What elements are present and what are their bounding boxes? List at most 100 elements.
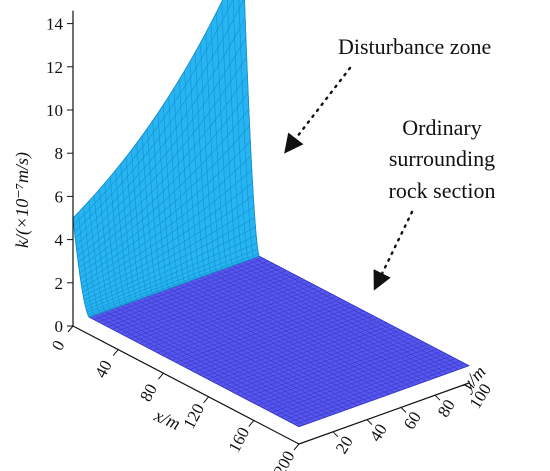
y-tick-mark [366,419,373,425]
ordinary-section-pointer [373,210,414,291]
floor-grid-line [147,295,358,407]
wall-grid-line [88,253,259,317]
x-axis-label: x/m [151,405,184,434]
x-tick-mark [293,443,300,451]
floor-grid-line [131,301,342,412]
z-axis-label: k/(×10⁻⁷m/s) [12,152,33,248]
floor-grid-line [205,274,417,386]
y-tick-label: 20 [332,433,357,457]
wall-grid-line [76,56,247,251]
z-tick-label: 2 [55,274,64,293]
floor-grid-line [179,284,390,395]
wall-grid-line [86,242,258,313]
z-tick-label: 6 [55,187,64,206]
z-tick-label: 4 [55,231,64,250]
wall-grid-line [86,235,257,310]
floor-grid-line [126,303,337,414]
ordinary-section-annotation-line-3: rock section [389,178,496,203]
wall-grid-line [75,37,247,245]
z-tick-group: 0 2 4 6 8 10 12 14 [46,15,73,336]
x-tick-label: 120 [179,401,208,432]
x-tick-mark [112,349,119,356]
wall-grid-line [84,217,255,304]
floor-grid-line [216,271,427,382]
z-tick-label: 0 [55,317,64,336]
x-tick-label: 200 [270,448,299,471]
floor-grid-line [189,280,401,391]
y-tick-label: 60 [400,408,425,432]
floor-grid-line [99,313,310,424]
floor-grid-line [158,292,369,403]
floor-grid-line [200,276,411,387]
wall-grid-line [79,125,250,274]
floor-grid-line [174,286,385,397]
y-tick-mark [468,382,475,389]
floor-grid-line [115,307,326,418]
floor-grid-line [120,305,332,416]
wall-grid-line [77,92,249,263]
floor-grid-line [232,265,443,376]
wall-grid-line [82,182,253,293]
z-tick-label: 12 [46,58,63,77]
wall-grid-line [73,0,234,226]
floor-grid-line [195,278,406,389]
x-axis-line [72,325,300,445]
wall-grid-line [74,0,244,232]
floor-grid-line [184,282,395,393]
floor-grid-line [259,255,470,366]
floor-grid-line [142,297,353,408]
floor-grid-line [248,259,459,370]
wall-grid-line [89,255,260,318]
wall-grid-line [83,206,255,301]
x-tick-mark [248,420,255,427]
floor-grid-line [89,316,300,427]
wall-grid-line [75,18,246,239]
wall-grid-line [78,109,250,269]
ordinary-section-grid [89,255,470,428]
floor-grid-line [110,309,321,420]
floor-grid-line [168,288,379,399]
z-tick-label: 8 [55,144,64,163]
y-tick-mark [400,407,407,413]
floor-grid-line [221,269,432,380]
ordinary-section-annotation-line-2: surrounding [389,146,495,171]
x-tick-label: 160 [225,424,254,455]
y-tick-label: 40 [366,420,391,444]
ordinary-section-annotation-line-1: Ordinary [402,115,481,140]
x-tick-mark [67,325,74,333]
x-tick-mark [158,372,164,380]
wall-grid-line [80,155,252,284]
disturbance-zone-grid [72,0,260,318]
z-tick-label: 14 [46,15,64,34]
z-tick-label: 10 [46,101,63,120]
y-tick-mark [332,431,339,438]
x-tick-mark [203,396,209,404]
floor-grid-line [237,263,448,374]
floor-grid-line [253,257,464,368]
wall-grid-line [81,169,253,288]
x-tick-label: 0 [48,337,69,353]
disturbance-zone-annotation: Disturbance zone [338,34,491,59]
wall-grid-line [83,195,254,297]
floor-grid-line [163,290,374,401]
wall-grid-line [72,0,223,219]
floor-grid-line [94,314,305,426]
floor-grid-line [227,267,438,378]
wall-grid-line [85,226,256,308]
wall-grid-line [77,74,248,257]
floor-grid-line [104,311,316,422]
x-tick-label: 80 [136,381,161,405]
y-tick-mark [434,394,441,401]
x-tick-label: 40 [91,357,116,381]
y-tick-label: 80 [434,396,459,420]
floor-grid-line [152,294,363,405]
disturbance-zone-pointer [284,66,352,154]
y-axis-line [298,382,470,445]
surface-group [72,0,470,428]
wall-grid-line [87,248,258,315]
floor-grid-line [136,299,347,410]
floor-grid-line [211,273,422,384]
floor-grid-line [243,261,454,372]
wall-grid-line [80,140,251,279]
